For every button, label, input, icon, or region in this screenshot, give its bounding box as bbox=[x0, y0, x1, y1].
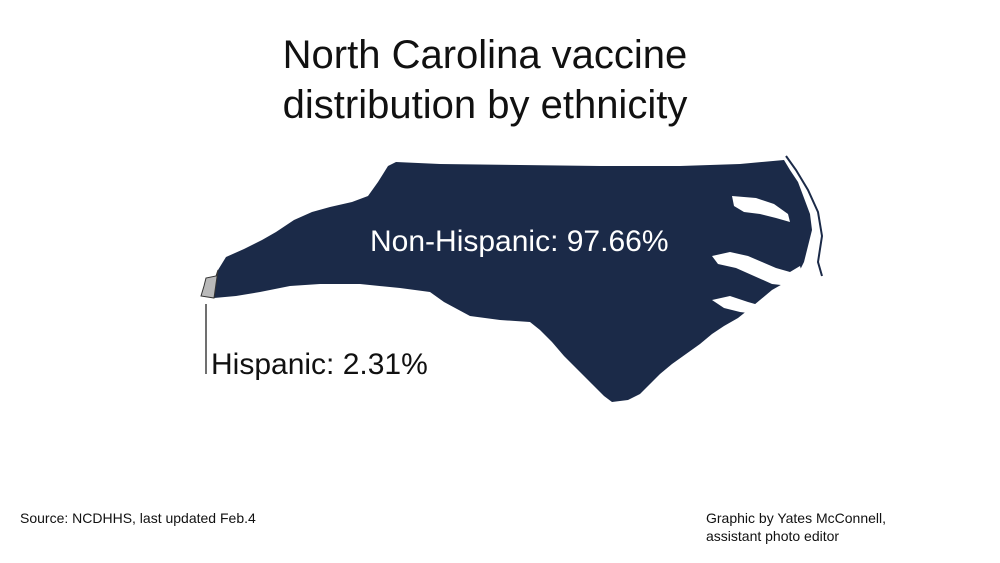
chart-title-line-1: North Carolina vaccine bbox=[282, 33, 688, 77]
credit-line-2: assistant photo editor bbox=[706, 528, 840, 544]
chart-title: North Carolina vaccine distribution by e… bbox=[0, 30, 970, 130]
hispanic-region bbox=[200, 269, 219, 299]
coastal-inlet bbox=[712, 296, 762, 314]
hispanic-label: Hispanic: 2.31% bbox=[211, 348, 428, 381]
albemarle-sound bbox=[732, 196, 790, 222]
pamlico-sound bbox=[712, 252, 804, 286]
non-hispanic-label: Non-Hispanic: 97.66% bbox=[370, 225, 669, 258]
outer-banks bbox=[785, 155, 824, 277]
non-hispanic-region bbox=[214, 160, 812, 402]
source-note: Source: NCDHHS, last updated Feb.4 bbox=[20, 510, 256, 526]
chart-title-line-2: distribution by ethnicity bbox=[282, 83, 688, 127]
credit-note: Graphic by Yates McConnell, assistant ph… bbox=[706, 509, 966, 545]
credit-line-1: Graphic by Yates McConnell, bbox=[706, 510, 887, 526]
